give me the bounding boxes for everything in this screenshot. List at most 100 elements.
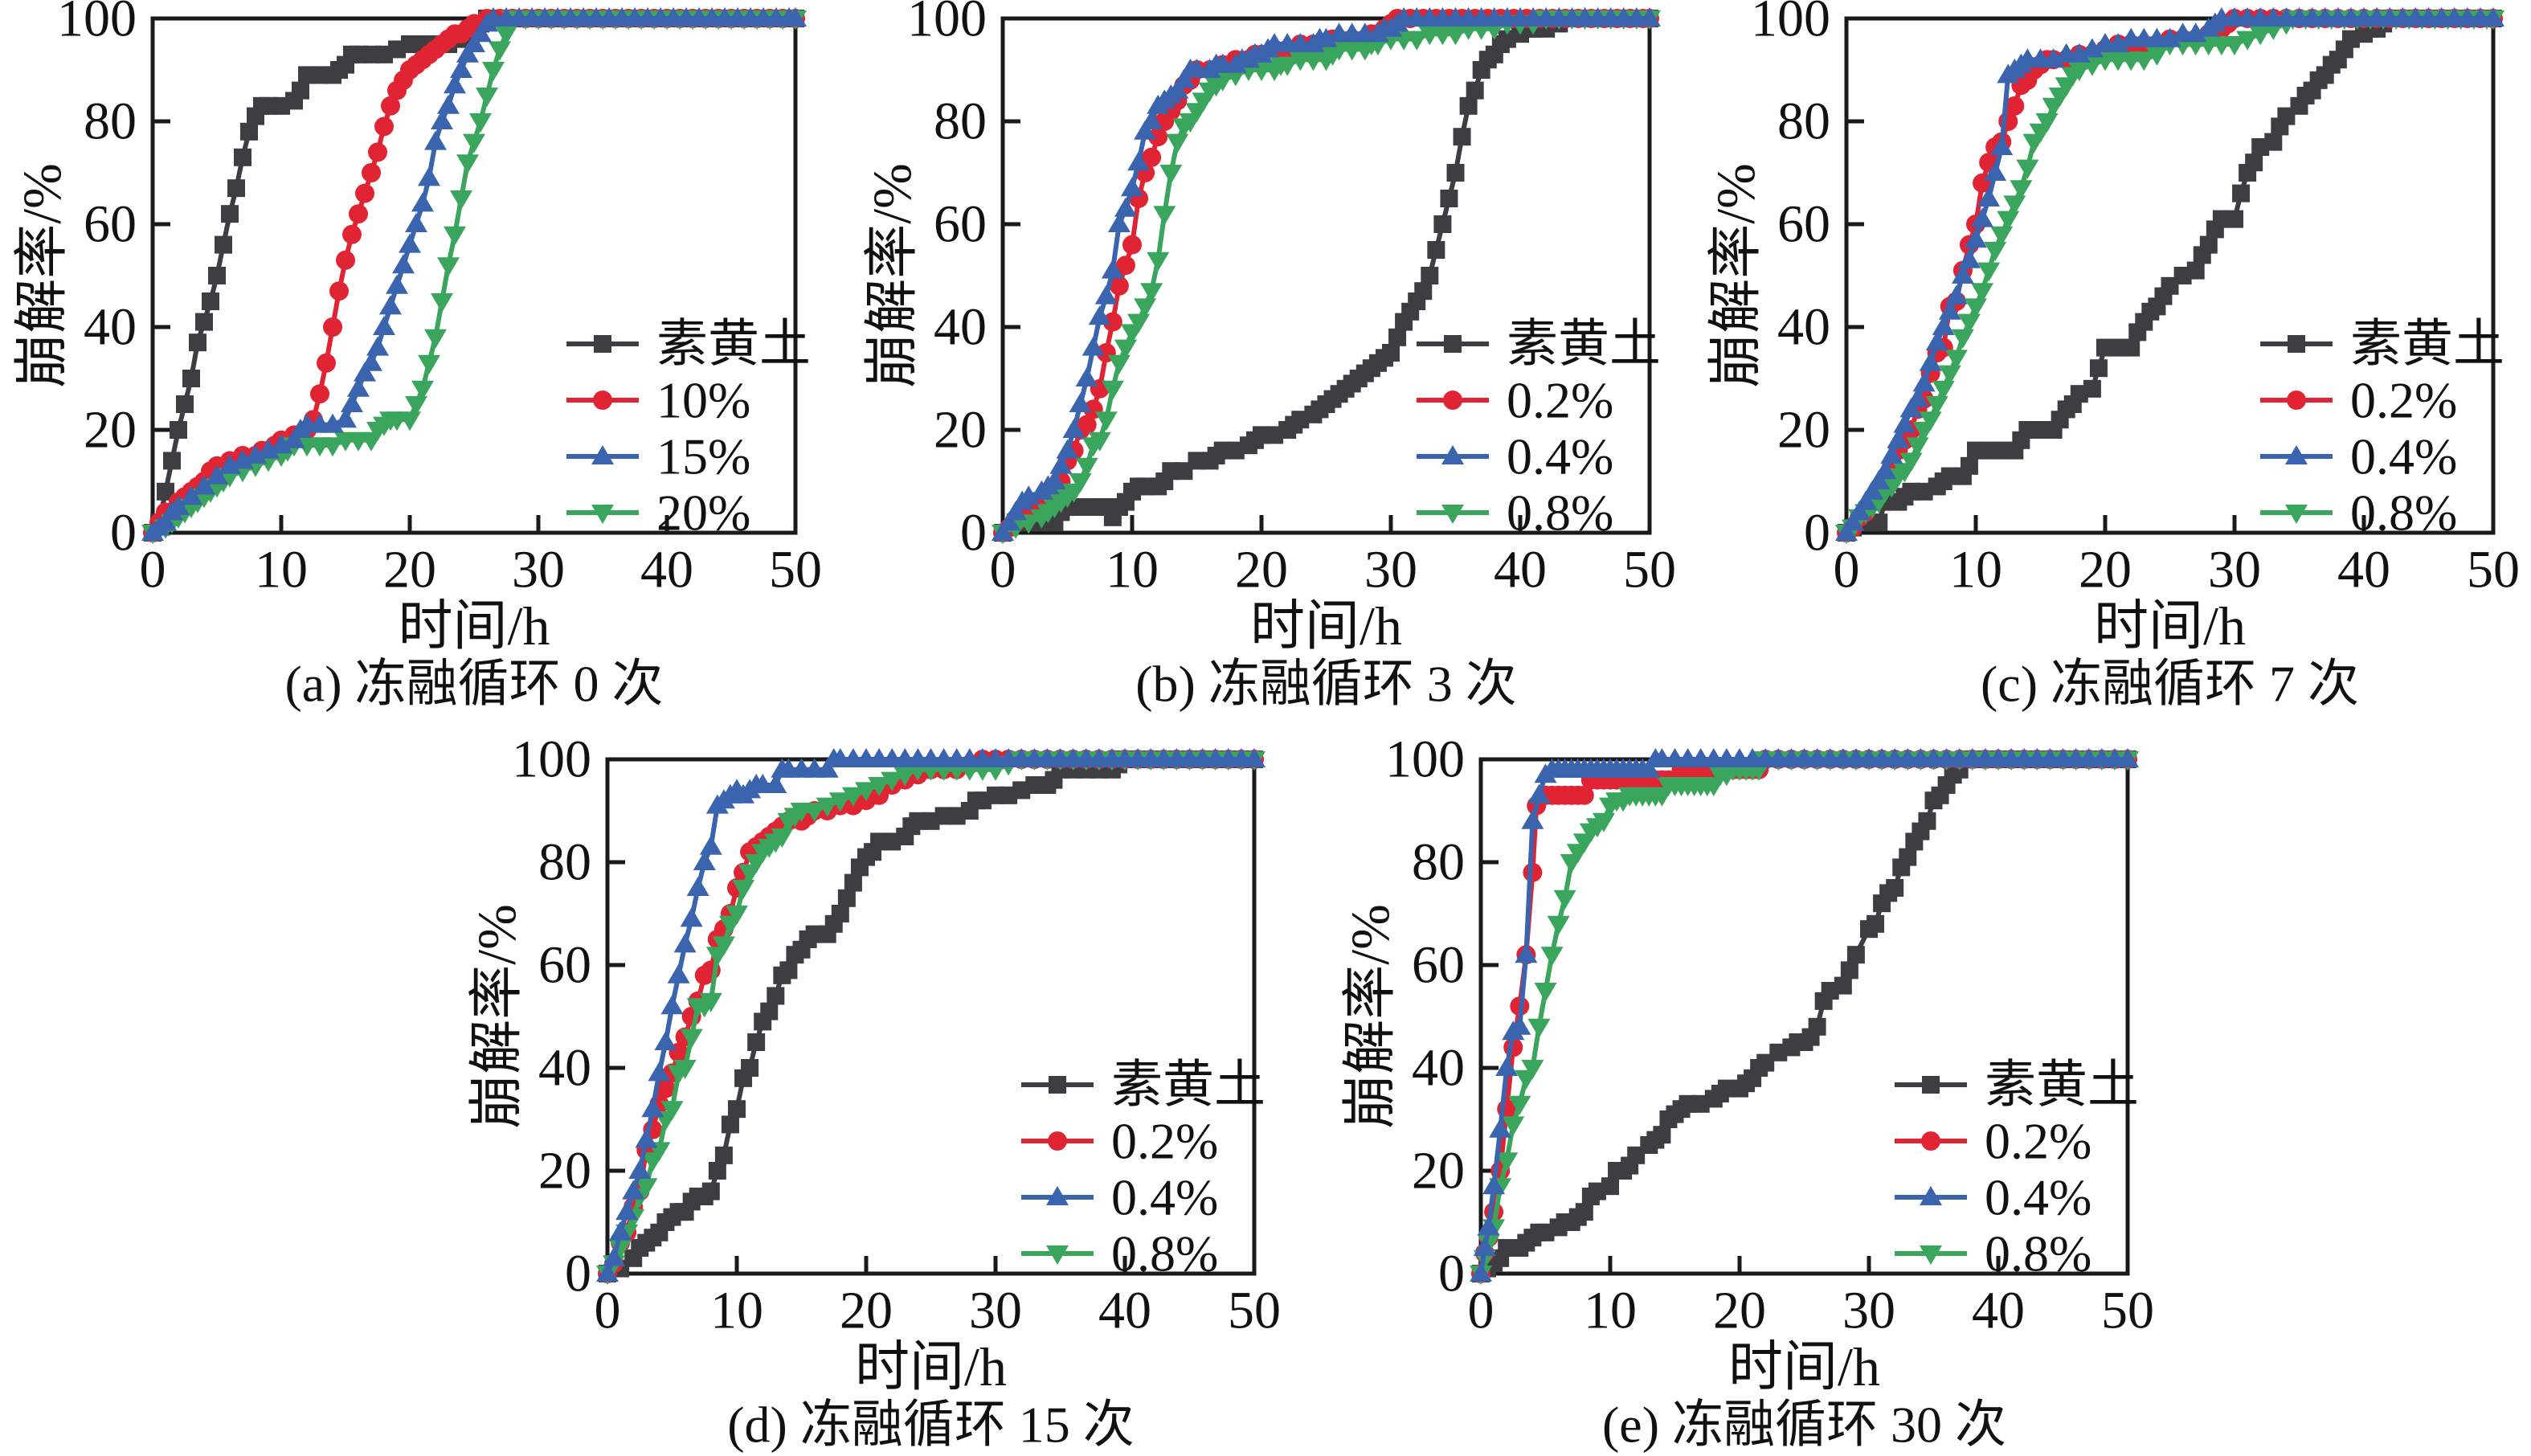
series-pct-10-marker	[329, 281, 349, 301]
series-pct-0-2-marker	[1109, 276, 1129, 296]
series-pct-0-4-marker	[1932, 316, 1955, 335]
series-pct-15-marker	[154, 511, 177, 531]
x-tick-label: 20	[840, 1282, 893, 1340]
series-pct-10-marker	[336, 250, 355, 270]
series-pct-0-4-marker	[1107, 213, 1131, 232]
legend-label-plain-loess: 素黄土	[1985, 1057, 2139, 1114]
x-tick-label: 10	[710, 1282, 763, 1340]
y-tick-label: 40	[934, 298, 987, 357]
series-pct-0-8-marker	[1944, 350, 1968, 370]
legend-pct-0-2-marker	[1048, 1131, 1067, 1151]
series-pct-0-8-marker	[1166, 133, 1189, 153]
series-pct-0-4-marker	[622, 1180, 645, 1200]
series-pct-20-marker	[405, 396, 427, 415]
series-pct-0-4-marker	[1874, 460, 1897, 480]
legend-pct-0-4-marker	[1046, 1186, 1069, 1205]
series-pct-0-4-marker	[603, 1246, 626, 1266]
legend-label-pct-10: 10%	[656, 372, 750, 429]
series-pct-0-4-marker	[686, 877, 709, 896]
series-pct-0-4-marker	[1867, 470, 1891, 489]
series-plain-loess-marker	[227, 179, 245, 198]
series-pct-10-marker	[362, 163, 381, 182]
x-tick-label: 40	[1494, 541, 1547, 599]
series-pct-0-8-marker	[868, 777, 891, 796]
y-axis-label: 崩解率/%	[861, 163, 922, 388]
series-pct-0-8-marker	[1899, 452, 1923, 472]
series-pct-0-2-marker	[2005, 96, 2025, 116]
y-tick-label: 80	[1412, 833, 1465, 892]
series-pct-0-8-marker	[893, 767, 917, 787]
series-pct-0-4-marker	[1899, 398, 1923, 418]
series-pct-0-2-marker	[1115, 256, 1135, 276]
series-pct-0-4-marker	[1638, 758, 1661, 778]
series-pct-20-marker	[450, 190, 472, 210]
x-tick-label: 0	[1468, 1282, 1494, 1340]
series-plain-loess-marker	[157, 482, 174, 501]
series-pct-0-8-marker	[2035, 113, 2059, 133]
series-pct-20-marker	[444, 226, 466, 246]
series-pct-0-8-marker	[1521, 1060, 1544, 1079]
series-pct-0-8-marker	[2132, 51, 2156, 72]
series-pct-0-8-marker	[1553, 890, 1576, 910]
series-pct-0-4-marker	[1521, 809, 1544, 829]
series-pct-20-marker	[437, 257, 460, 277]
y-tick-label: 20	[1777, 401, 1830, 460]
legend-label-pct-0-8: 0.8%	[1111, 1225, 1218, 1282]
series-pct-0-4-marker	[1477, 1216, 1500, 1236]
series-pct-0-8-marker	[855, 782, 877, 802]
series-pct-10-marker	[317, 353, 336, 373]
series-pct-0-8-marker	[1527, 1018, 1551, 1038]
x-axis-label: 时间/h	[399, 595, 550, 656]
series-pct-0-8-marker	[609, 1240, 632, 1259]
series-pct-15-marker	[431, 110, 453, 129]
series-plain-loess-marker	[1433, 215, 1452, 233]
series-pct-0-4-marker	[641, 1098, 664, 1118]
series-plain-loess-marker	[1834, 976, 1852, 995]
legend-pct-0-2-marker	[2287, 391, 2306, 410]
series-pct-10-marker	[349, 204, 368, 224]
series-plain-loess-marker	[1414, 282, 1433, 301]
series-pct-0-8-marker	[2145, 46, 2169, 66]
x-tick-label: 50	[769, 541, 822, 599]
x-tick-label: 10	[1584, 1282, 1637, 1340]
series-pct-0-8-marker	[673, 1060, 697, 1079]
legend-plain-loess-marker	[1922, 1076, 1940, 1094]
series-pct-0-8-marker	[1534, 983, 1557, 1002]
legend-label-pct-0-2: 0.2%	[2350, 372, 2457, 429]
series-pct-0-4-marker	[667, 963, 690, 984]
series-pct-0-4-marker	[2080, 38, 2104, 58]
series-pct-0-4-marker	[1489, 1118, 1512, 1138]
series-pct-20-marker	[476, 88, 498, 107]
x-axis-label: 时间/h	[855, 1336, 1007, 1397]
y-tick-label: 60	[84, 195, 137, 254]
series-pct-0-8-marker	[2010, 180, 2033, 200]
series-pct-0-8-marker	[1990, 226, 2014, 246]
series-pct-0-4-marker	[1004, 501, 1028, 521]
series-pct-0-8-marker	[1925, 396, 1948, 415]
series-pct-0-4-marker	[1912, 372, 1936, 392]
series-pct-0-8-marker	[1088, 431, 1111, 452]
subplot-caption: (e) 冻融循环 30 次	[1602, 1397, 2006, 1454]
series-pct-0-2-marker	[1142, 147, 1162, 167]
legend-label-pct-20: 20%	[656, 485, 750, 542]
series-plain-loess-marker	[176, 395, 194, 413]
series-pct-0-4-marker	[764, 774, 787, 793]
series-pct-0-4-marker	[635, 1128, 658, 1148]
series-pct-0-8-marker	[1984, 242, 2007, 261]
series-pct-15-marker	[354, 362, 376, 382]
x-tick-label: 30	[969, 1282, 1022, 1340]
series-pct-0-4-marker	[1315, 27, 1338, 47]
series-pct-0-8-marker	[1932, 380, 1955, 400]
x-tick-label: 50	[2101, 1282, 2154, 1340]
legend-pct-20-marker	[591, 505, 614, 524]
series-plain-loess-marker	[2232, 184, 2251, 202]
series-pct-15-marker	[386, 274, 408, 294]
x-tick-label: 0	[1834, 541, 1860, 599]
series-pct-0-4-marker	[1243, 748, 1266, 767]
series-pct-0-8-marker	[1502, 1116, 1525, 1136]
series-pct-0-4-marker	[1938, 300, 1961, 320]
series-pct-0-8-marker	[1547, 915, 1570, 935]
series-plain-loess-marker	[1440, 190, 1458, 207]
x-tick-label: 30	[2208, 541, 2261, 599]
series-plain-loess-marker	[208, 267, 226, 284]
